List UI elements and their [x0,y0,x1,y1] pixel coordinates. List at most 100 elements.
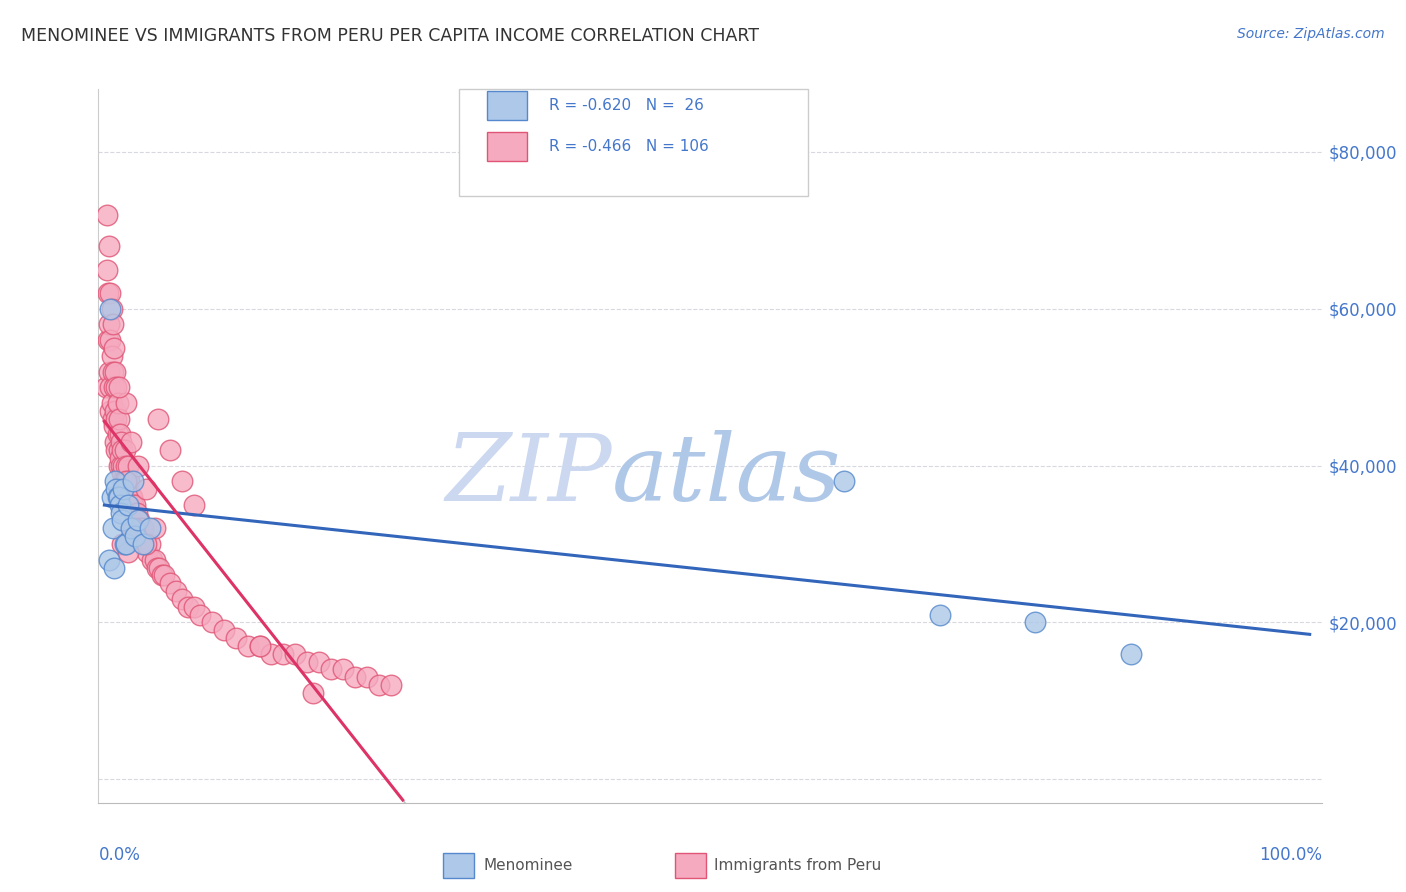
Point [188,607,211,622]
Text: 100.0%: 100.0% [1258,846,1322,863]
Point [122,506,145,520]
Point [101,364,124,378]
Point [105,442,128,457]
Point [136,545,159,559]
Text: R = -0.620   N =  26: R = -0.620 N = 26 [548,98,703,113]
Point [104,475,127,489]
Point [131,521,153,535]
Point [249,639,271,653]
Point [110,506,132,520]
Point [928,607,950,622]
Point [146,411,169,425]
Text: Menominee: Menominee [484,858,574,872]
Text: R = -0.466   N = 106: R = -0.466 N = 106 [548,139,709,153]
Point [110,435,132,450]
Point [832,475,855,489]
Point [98,380,121,394]
Point [170,591,193,606]
Point [108,498,131,512]
Point [111,514,134,528]
Point [122,521,145,535]
Point [141,552,163,566]
Point [165,584,187,599]
Point [125,506,148,520]
Point [127,458,149,473]
Point [124,529,146,543]
Point [111,467,134,481]
Point [332,663,354,677]
Point [107,396,129,410]
Point [1119,647,1142,661]
Point [117,498,139,512]
Point [308,655,330,669]
Point [122,498,145,512]
Point [153,568,176,582]
Point [302,686,325,700]
Point [159,576,181,591]
Point [98,364,121,378]
Point [112,482,135,496]
Text: atlas: atlas [612,430,842,519]
Point [111,537,134,551]
Point [98,301,121,316]
Point [170,475,193,489]
Point [183,498,205,512]
Point [212,624,235,638]
Point [98,552,121,566]
Point [122,475,145,489]
Point [107,427,129,442]
Point [273,647,295,661]
Point [115,475,138,489]
Text: Immigrants from Peru: Immigrants from Peru [714,858,882,872]
Point [135,537,157,551]
Point [101,521,124,535]
Point [105,411,128,425]
Point [129,521,152,535]
Point [112,475,135,489]
Point [114,475,136,489]
Point [104,403,127,417]
Point [260,647,283,661]
Point [120,490,142,504]
Point [380,678,402,692]
Point [98,286,121,301]
Point [367,678,389,692]
Point [117,458,139,473]
Point [115,475,138,489]
Point [98,333,121,347]
Point [117,545,139,559]
Point [115,396,138,410]
Point [121,490,143,504]
Point [107,380,129,394]
Point [114,442,136,457]
Point [131,537,153,551]
Point [103,380,125,394]
Point [284,647,307,661]
Point [100,490,122,504]
Point [105,482,128,496]
Point [138,537,160,551]
Point [110,458,132,473]
Text: MENOMINEE VS IMMIGRANTS FROM PERU PER CAPITA INCOME CORRELATION CHART: MENOMINEE VS IMMIGRANTS FROM PERU PER CA… [21,27,759,45]
Point [148,560,170,574]
Point [118,475,141,489]
Point [104,435,127,450]
Point [97,286,120,301]
Text: Source: ZipAtlas.com: Source: ZipAtlas.com [1237,27,1385,41]
Point [98,403,121,417]
Point [96,208,118,222]
Point [120,435,142,450]
Text: 0.0%: 0.0% [98,846,141,863]
Point [101,411,124,425]
Point [108,427,131,442]
Point [1024,615,1046,630]
Point [128,514,150,528]
Point [111,442,134,457]
Point [225,631,247,645]
Point [297,655,319,669]
Point [150,568,173,582]
Point [105,380,128,394]
Point [94,380,117,394]
FancyBboxPatch shape [488,91,526,120]
Point [107,458,129,473]
